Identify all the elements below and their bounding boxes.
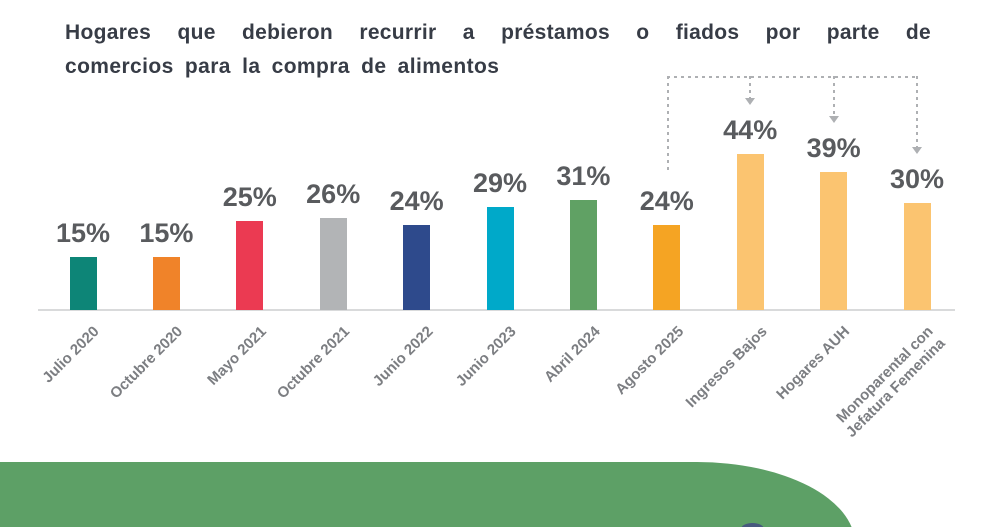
arrow-down-icon [912,147,922,154]
title-word: recurrir [359,21,437,44]
axis-label-julio-2020: Julio 2020 [39,323,104,387]
axis-label-monoparental-con-jefatura-femenina: Monoparental con Jefatura Femenina [833,323,950,441]
value-label-mayo-2021: 25% [222,182,277,212]
chart-title-line2: comercios para la compra de alimentos [65,55,500,78]
value-label-abril-2024: 31% [556,161,611,191]
chart-title-line1: Hogares que debieron recurrir a préstamos o fia… [65,16,931,50]
title-word: de [905,21,931,44]
bar-monoparental-con-jefatura-femenina [903,203,931,310]
title-word: debieron [241,21,334,44]
value-label-octubre-2021: 26% [306,179,361,209]
value-label-junio-2023: 29% [472,168,528,198]
title-word: fiados [675,21,740,44]
footer-wave-shape [0,462,855,527]
value-label-monoparental-con-jefatura-femenina: 30% [889,164,945,194]
connector-drop-ingresos-bajos [749,76,752,98]
bar-julio-2020 [69,257,97,310]
value-label-hogares-auh: 39% [806,133,861,163]
bar-junio-2023 [486,207,514,310]
x-axis-line [38,309,955,311]
bar-octubre-2020 [152,257,180,310]
chart-title: Hogares que debieron recurrir a préstamos o fia… [65,16,931,84]
axis-label-octubre-2020: Octubre 2020 [107,323,187,403]
title-word: préstamos [501,21,610,44]
title-word: parte [826,21,880,44]
value-label-octubre-2020: 15% [139,218,194,248]
bar-ingresos-bajos [736,154,764,310]
title-word: que [177,21,216,44]
axis-label-mayo-2021: Mayo 2021 [204,323,270,389]
bar-agosto-2025 [653,225,681,310]
title-word: a [462,21,475,44]
value-label-junio-2022: 24% [389,186,444,216]
bar-mayo-2021 [236,221,264,310]
title-word: o [636,21,650,44]
value-label-agosto-2025: 24% [639,186,694,216]
connector-riser [666,76,669,173]
connector-drop-hogares-auh [832,76,835,116]
connector-drop-monoparental-con-jefatura-femenina [916,76,918,147]
axis-label-hogares-auh: Hogares AUH [773,323,854,404]
axis-label-agosto-2025: Agosto 2025 [611,323,687,399]
title-word: por [765,21,801,44]
value-label-julio-2020: 15% [55,218,111,248]
arrow-down-icon [828,116,839,123]
title-word: Hogares [65,21,152,44]
bar-junio-2022 [403,225,431,310]
bar-abril-2024 [569,200,597,310]
arrow-down-icon [745,98,756,105]
axis-label-junio-2023: Junio 2023 [453,323,521,390]
axis-label-octubre-2021: Octubre 2021 [273,323,354,403]
bar-octubre-2021 [319,218,347,310]
value-label-ingresos-bajos: 44% [723,115,778,145]
axis-label-abril-2024: Abril 2024 [540,323,604,386]
axis-label-ingresos-bajos: Ingresos Bajos [682,323,771,412]
axis-label-junio-2022: Junio 2022 [369,323,437,390]
connector-horizontal [666,76,918,78]
footer-accent-dot [741,523,764,527]
bar-hogares-auh [820,172,848,310]
